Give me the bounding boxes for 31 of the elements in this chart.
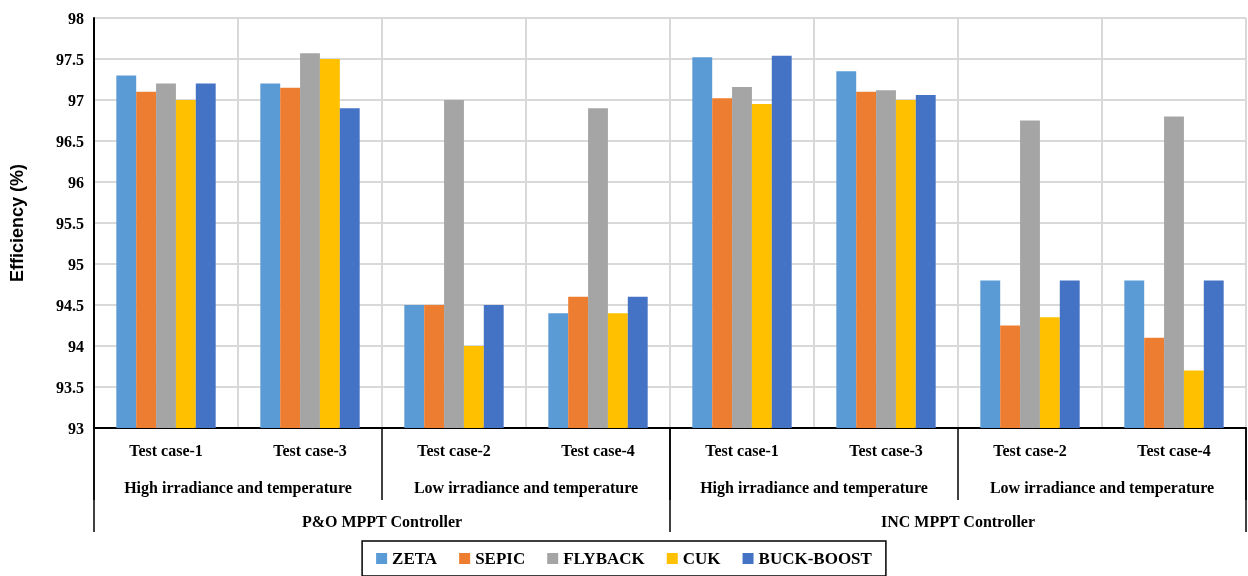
y-tick-label: 97.5 xyxy=(56,50,84,68)
y-tick-label: 96.5 xyxy=(56,132,84,150)
x-tick-label: Test case-3 xyxy=(273,441,347,459)
text: High irradiance and temperature xyxy=(124,478,352,497)
x-tick-label: Test case-2 xyxy=(993,441,1067,459)
text: P&O MPPT Controller xyxy=(301,512,463,530)
text: Low irradiance and temperature xyxy=(989,478,1215,497)
text: Low irradiance and temperature xyxy=(413,478,639,497)
y-tick-label: 95.5 xyxy=(56,214,84,232)
x-tick-label: Test case-3 xyxy=(849,441,923,459)
y-tick-label: 93.5 xyxy=(56,378,84,396)
y-tick-label: 98 xyxy=(68,9,84,27)
x-tick-label: Test case-1 xyxy=(705,441,779,459)
y-tick-label: 95 xyxy=(68,255,84,273)
text: High irradiance and temperature xyxy=(700,478,928,497)
y-tick-label: 97 xyxy=(68,91,84,109)
legend-label: FLYBACK xyxy=(563,549,646,568)
x-tick-label: Test case-4 xyxy=(1137,441,1211,459)
x-tick-label: Test case-4 xyxy=(561,441,635,459)
x-tick-label: Test case-1 xyxy=(129,441,203,459)
legend-label: ZETA xyxy=(392,549,438,568)
legend-label: BUCK-BOOST xyxy=(758,549,873,568)
y-tick-label: 94 xyxy=(68,337,84,355)
legend-label: CUK xyxy=(682,549,722,568)
y-tick-label: 93 xyxy=(68,419,84,437)
y-tick-label: 96 xyxy=(68,173,84,191)
y-axis-title: Efficiency (%) xyxy=(7,163,27,283)
y-tick-label: 94.5 xyxy=(56,296,84,314)
x-tick-label: Test case-2 xyxy=(417,441,491,459)
legend-label: SEPIC xyxy=(475,549,526,568)
text: INC MPPT Controller xyxy=(880,512,1036,530)
